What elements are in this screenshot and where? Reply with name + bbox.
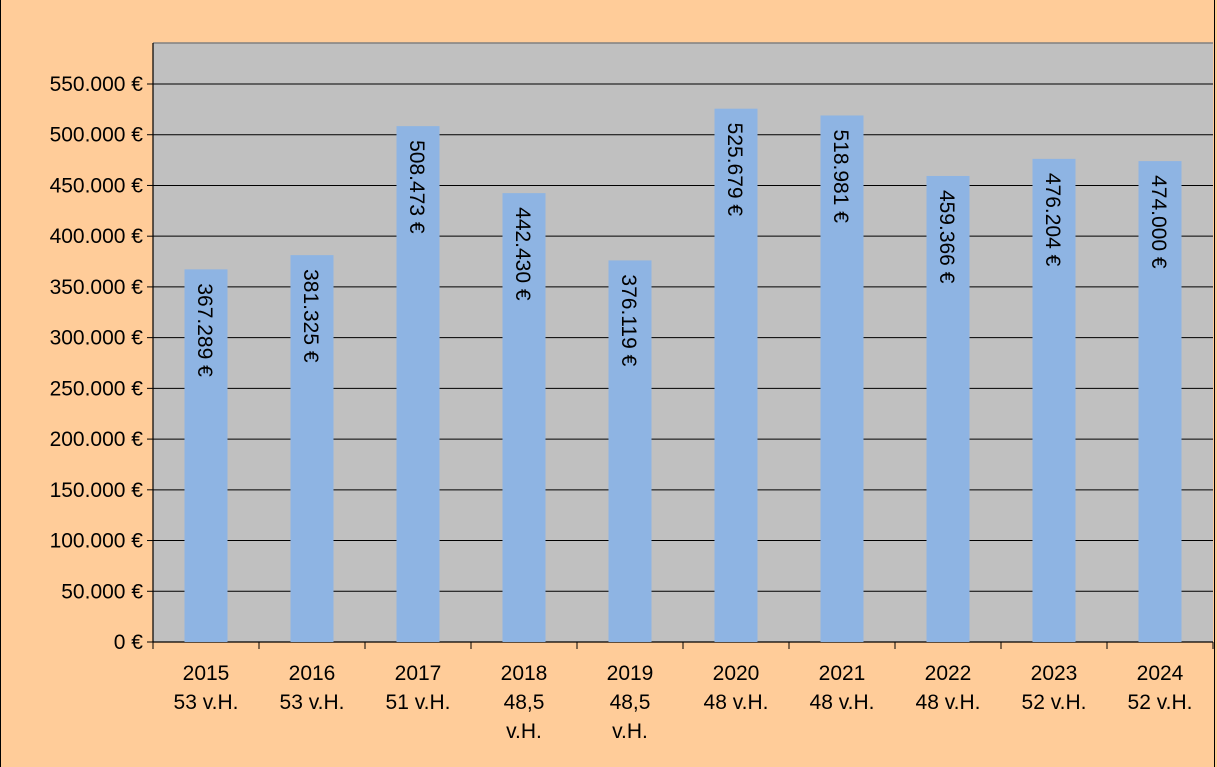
y-tick-label: 250.000 €: [50, 377, 144, 400]
bar: [502, 193, 546, 643]
x-category-label: 2024: [1137, 662, 1184, 685]
x-category-label: 52 v.H.: [1128, 691, 1193, 714]
y-tick-label: 400.000 €: [50, 225, 144, 248]
bar: [608, 260, 652, 642]
x-category-label: 2015: [183, 662, 230, 685]
x-category-label: 48,5: [610, 691, 651, 714]
x-category-label: 2019: [607, 662, 654, 685]
bar: [184, 269, 228, 642]
bar: [926, 175, 970, 642]
bar: [820, 115, 864, 642]
x-category-label: 2020: [713, 662, 760, 685]
x-category-label: 2022: [925, 662, 972, 685]
y-tick-label: 500.000 €: [50, 124, 144, 147]
x-category-label: 53 v.H.: [174, 691, 239, 714]
x-category-label: 2017: [395, 662, 442, 685]
x-category-label: v.H.: [612, 720, 648, 743]
y-tick-label: 50.000 €: [61, 580, 143, 603]
bar: [1032, 158, 1076, 643]
bar-value-label: 525.679 €: [723, 123, 746, 217]
y-tick-label: 200.000 €: [50, 428, 144, 451]
bar-value-label: 381.325 €: [299, 269, 322, 363]
bar-value-label: 508.473 €: [405, 140, 428, 234]
x-category-label: 48 v.H.: [916, 691, 981, 714]
bar-value-label: 459.366 €: [935, 190, 958, 284]
x-category-label: 2018: [501, 662, 548, 685]
y-tick-label: 350.000 €: [50, 276, 144, 299]
bar-value-label: 518.981 €: [829, 129, 852, 223]
y-tick-label: 100.000 €: [50, 530, 144, 553]
bar: [396, 126, 440, 642]
x-category-label: 51 v.H.: [386, 691, 451, 714]
bar-value-label: 367.289 €: [193, 283, 216, 377]
x-category-label: v.H.: [506, 720, 542, 743]
x-category-label: 2023: [1031, 662, 1078, 685]
y-tick-label: 550.000 €: [50, 73, 144, 96]
x-category-label: 52 v.H.: [1022, 691, 1087, 714]
y-tick-label: 150.000 €: [50, 479, 144, 502]
bar: [290, 255, 334, 642]
bar-value-label: 376.119 €: [617, 274, 640, 366]
y-tick-label: 0 €: [114, 631, 144, 654]
x-category-label: 48,5: [504, 691, 545, 714]
x-category-label: 48 v.H.: [810, 691, 875, 714]
x-category-label: 2021: [819, 662, 866, 685]
y-tick-label: 450.000 €: [50, 174, 144, 197]
bar-value-label: 474.000 €: [1147, 175, 1170, 269]
bar: [714, 108, 758, 643]
bar-value-label: 442.430 €: [511, 207, 534, 301]
x-category-label: 48 v.H.: [704, 691, 769, 714]
bar-value-label: 476.204 €: [1041, 173, 1064, 267]
bar: [1138, 161, 1182, 642]
x-category-label: 53 v.H.: [280, 691, 345, 714]
y-tick-label: 300.000 €: [50, 327, 144, 350]
x-category-label: 2016: [289, 662, 336, 685]
